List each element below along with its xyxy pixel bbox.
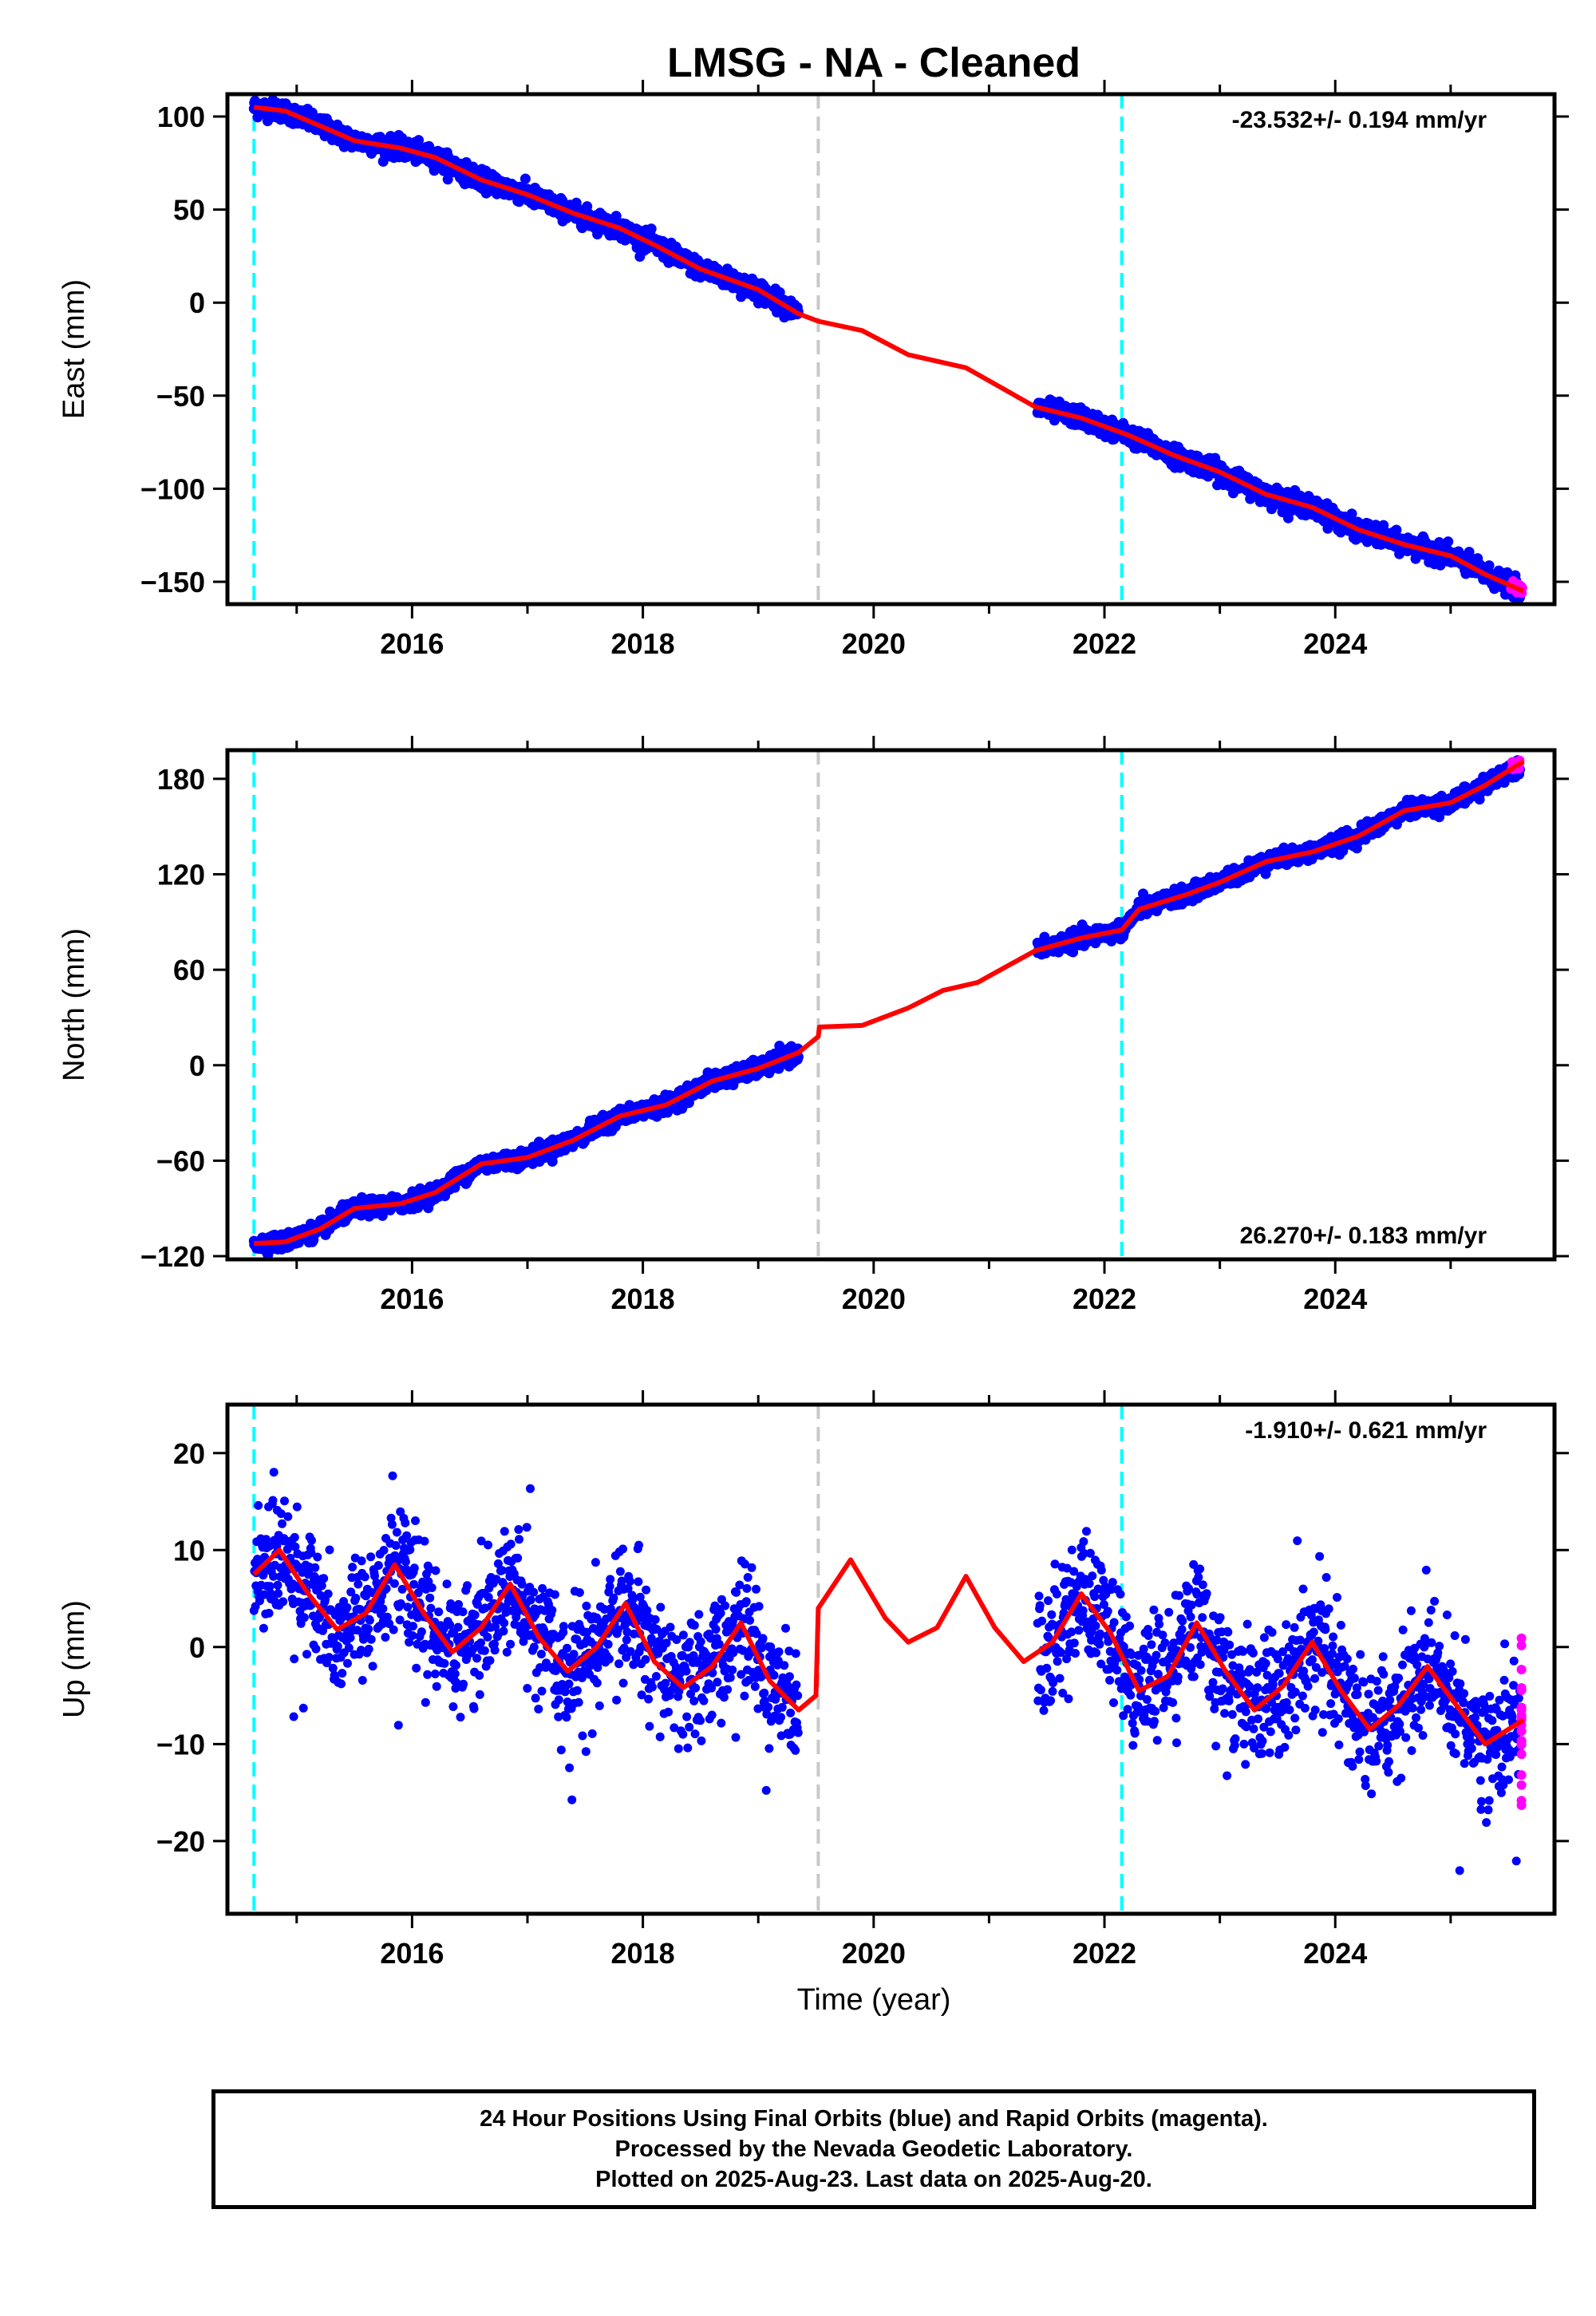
figure-title: LMSG - NA - Cleaned [667, 40, 1080, 86]
x-tick-label: 2022 [1073, 627, 1136, 660]
final-point [442, 174, 453, 185]
y-tick-label: −50 [156, 380, 205, 413]
y-tick-label: −150 [140, 566, 205, 599]
y-tick-label: 50 [173, 194, 205, 227]
final-point [547, 1156, 558, 1167]
final-orbit-points [248, 755, 1525, 1259]
y-tick-label: 100 [157, 101, 205, 133]
x-tick-label: 2024 [1303, 627, 1367, 660]
model-fit-line [253, 105, 1525, 594]
x-tick-label: 2020 [842, 627, 906, 660]
final-point [413, 135, 425, 146]
y-axis-title: East (mm) [57, 279, 91, 419]
velocity-rate-label: -23.532+/- 0.194 mm/yr [1232, 107, 1487, 133]
final-point [1483, 560, 1495, 571]
x-tick-label: 2016 [380, 627, 444, 660]
final-point [1391, 524, 1402, 536]
final-point [1068, 947, 1079, 958]
final-point [1346, 508, 1357, 520]
east-panel: 100 50 0 −50 −100 −150 2016 2018 2020 2022 2024 Eas… [57, 80, 1569, 660]
plot-frame [225, 92, 1557, 607]
final-point [610, 211, 622, 222]
final-point [646, 223, 657, 235]
final-orbit-points [248, 94, 1525, 604]
y-tick-label: 0 [189, 287, 205, 319]
y-tick-label: −100 [140, 472, 205, 505]
x-tick-label: 2018 [611, 627, 675, 660]
plot-area [248, 94, 1527, 604]
plot-area [248, 750, 1525, 1259]
final-point [1443, 536, 1454, 547]
final-point [519, 173, 531, 184]
